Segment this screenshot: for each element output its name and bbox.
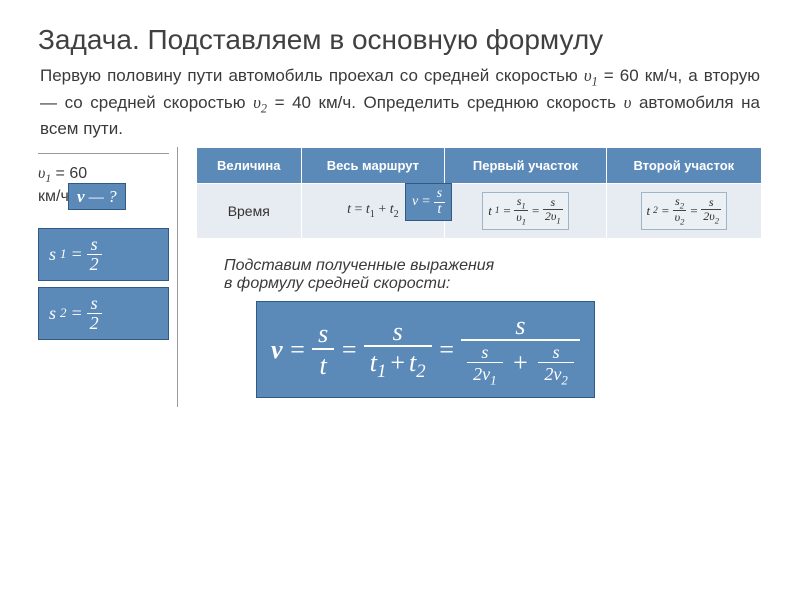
col-header-whole: Весь маршрут bbox=[301, 148, 445, 184]
col-header-quantity: Величина bbox=[197, 148, 302, 184]
col-header-seg2: Второй участок bbox=[606, 148, 761, 184]
find-chip: v — ? bbox=[68, 183, 126, 210]
quantities-table: Величина Весь маршрут Первый участок Вто… bbox=[196, 147, 762, 239]
substitution-note: Подставим полученные выраженияв формулу … bbox=[224, 257, 762, 293]
formula-small-chip: v = st bbox=[405, 183, 452, 221]
row-label: Время bbox=[197, 184, 302, 239]
col-header-seg1: Первый участок bbox=[445, 148, 606, 184]
cell-t2: t2 = s2υ2 = s2υ2 bbox=[606, 184, 761, 239]
s2-chip: s2 = s2 bbox=[38, 287, 169, 340]
table-row: Время t = t1 + t2 t1 = s1υ1 = s2υ1 t2 = bbox=[197, 184, 762, 239]
cell-t1: t1 = s1υ1 = s2υ1 bbox=[445, 184, 606, 239]
main-column: Величина Весь маршрут Первый участок Вто… bbox=[196, 147, 762, 407]
problem-statement: Первую половину пути автомобиль проехал … bbox=[38, 64, 762, 141]
content-row: υ1 = 60км/ч s1 = s2 s2 = s2 Величина Вес… bbox=[38, 147, 762, 407]
big-formula-chip: v = st = st1+t2 = s s2v1 + s2v2 bbox=[256, 301, 595, 398]
find-symbol: v — ? bbox=[77, 187, 117, 206]
slide-title: Задача. Подставляем в основную формулу bbox=[38, 24, 762, 56]
s1-chip: s1 = s2 bbox=[38, 228, 169, 281]
divider bbox=[38, 153, 169, 154]
